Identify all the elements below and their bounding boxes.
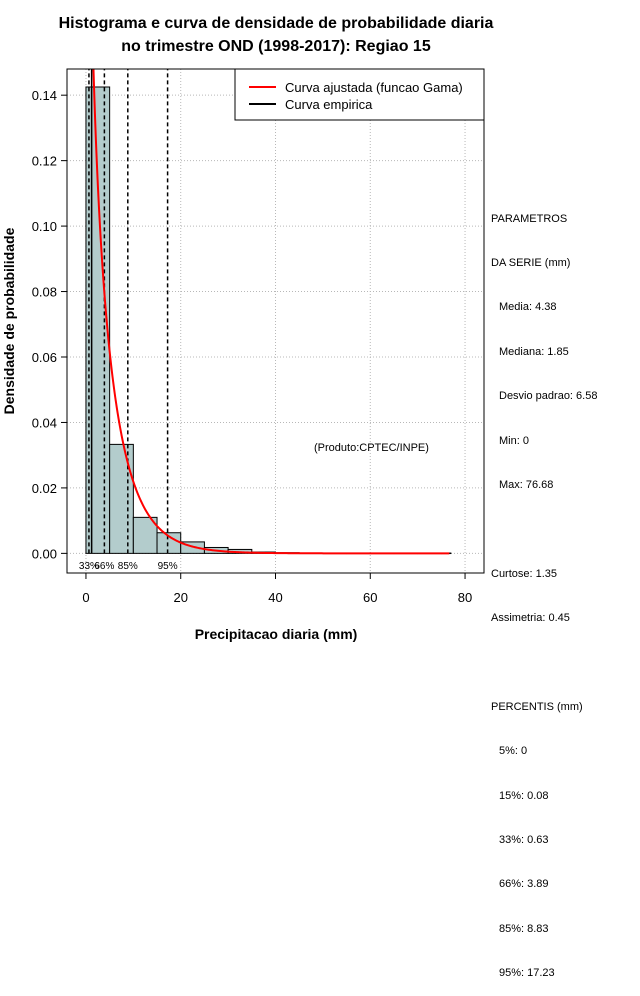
x-axis-title: Precipitacao diaria (mm)	[195, 626, 358, 642]
percentil-15: 15%: 0.08	[499, 789, 549, 802]
percentil-5: 5%: 0	[499, 745, 528, 758]
histogram-bars	[85, 86, 452, 555]
percentile-lines: 33%66% 85% 95%	[79, 69, 178, 572]
stat-min: Min: 0	[499, 434, 529, 447]
stat-media: Media: 4.38	[499, 301, 557, 314]
stats-header-2: DA SERIE (mm)	[491, 256, 571, 269]
series-statistics: PARAMETROS DA SERIE (mm) Media: 4.38 Med…	[491, 182, 639, 996]
legend-label-fit: Curva ajustada (funcao Gama)	[285, 80, 463, 95]
legend-box	[234, 68, 485, 121]
percentis-header: PERCENTIS (mm)	[491, 700, 583, 713]
stat-desvio: Desvio padrao: 6.58	[499, 390, 598, 403]
percentil-85: 85%: 8.83	[499, 922, 549, 935]
stats-header-1: PARAMETROS	[491, 212, 568, 225]
gamma-fit-curve	[92, 69, 450, 555]
x-tick-label: 60	[363, 590, 377, 605]
legend-label-empirical: Curva empirica	[285, 97, 373, 112]
percentile-label: 85%	[118, 561, 138, 572]
y-tick-label: 0.08	[32, 285, 57, 300]
percentile-label: 66%	[94, 561, 114, 572]
percentil-95: 95%: 17.23	[499, 967, 555, 980]
percentil-33: 33%: 0.63	[499, 834, 549, 847]
x-tick-label: 0	[82, 590, 89, 605]
percentile-label: 33%	[79, 561, 99, 572]
axes: 0 20 40 60 80 0.00 0.02 0.04 0.06 0.08 0.10 0.12 0.1…	[32, 88, 473, 605]
y-axis-title: Densidade de probabilidade	[1, 227, 17, 414]
y-tick-label: 0.02	[32, 481, 57, 496]
y-tick-label: 0.06	[32, 350, 57, 365]
histogram-bar	[109, 443, 134, 554]
y-tick-label: 0.12	[32, 154, 57, 169]
histogram-chart: Histograma e curva de densidade de proba…	[1, 15, 494, 642]
stat-curtose: Curtose: 1.35	[491, 567, 558, 580]
chart-title-line-2: no trimestre OND (1998-2017): Regiao 15	[121, 38, 431, 55]
spacer	[491, 656, 639, 671]
legend: Curva ajustada (funcao Gama) Curva empir…	[234, 68, 485, 121]
percentil-66: 66%: 3.89	[499, 878, 549, 891]
y-tick-label: 0.04	[32, 415, 57, 430]
stat-mediana: Mediana: 1.85	[499, 345, 569, 358]
y-tick-label: 0.10	[32, 219, 57, 234]
stat-assimetria: Assimetria: 0.45	[491, 612, 570, 625]
x-tick-label: 80	[458, 590, 472, 605]
source-annotation: (Produto:CPTEC/INPE)	[314, 442, 429, 454]
x-tick-label: 20	[173, 590, 187, 605]
percentile-label: 95%	[158, 561, 178, 572]
x-tick-label: 40	[268, 590, 282, 605]
y-tick-label: 0.14	[32, 88, 57, 103]
stat-max: Max: 76.68	[499, 478, 554, 491]
y-tick-label: 0.00	[32, 546, 57, 561]
curves	[90, 69, 450, 555]
chart-title-line-1: Histograma e curva de densidade de proba…	[59, 15, 494, 32]
spacer	[491, 522, 639, 537]
